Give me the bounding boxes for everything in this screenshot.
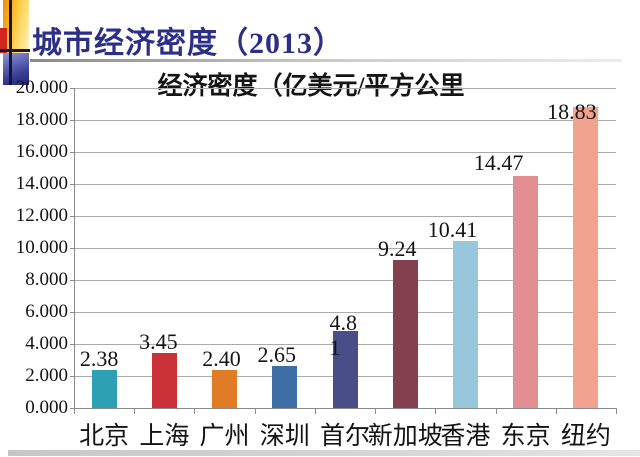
plot-area (74, 88, 617, 409)
y-axis-label: 4.000 (25, 333, 68, 354)
bottom-edge-strip (8, 450, 640, 456)
decor-red-square (0, 28, 7, 53)
x-axis-tick (194, 409, 196, 414)
x-axis-tick (314, 409, 316, 414)
x-axis-tick (375, 409, 377, 414)
y-axis-label: 2.000 (25, 365, 68, 386)
title-divider (30, 59, 622, 62)
y-axis-label: 14.000 (15, 173, 68, 194)
x-axis-label-shenzhen: 深圳 (259, 423, 310, 450)
y-axis-label: 12.000 (15, 205, 68, 226)
y-axis-label: 10.000 (15, 237, 68, 258)
x-axis-tick (435, 409, 437, 414)
page-title: 城市经济密度（2013） (32, 27, 344, 60)
y-axis-label: 0.000 (25, 397, 68, 418)
decor-blue-square (3, 53, 29, 85)
y-axis-label: 18.000 (15, 109, 68, 130)
x-axis-label-newyork: 纽约 (560, 423, 611, 450)
decor-horizontal-line (0, 49, 30, 52)
x-axis-label-guangzhou: 广州 (199, 423, 250, 450)
x-axis-tick (616, 409, 617, 414)
x-axis-label-hongkong: 香港 (440, 423, 491, 450)
x-axis-tick (74, 409, 75, 414)
x-axis-label-singapore: 新加坡 (367, 423, 443, 450)
decor-yellow-square (3, 0, 29, 53)
decor-vertical-line (9, 0, 12, 85)
x-axis-label-shanghai: 上海 (139, 423, 190, 450)
x-axis-tick (254, 409, 256, 414)
x-axis-tick (134, 409, 136, 414)
x-axis-tick (555, 409, 557, 414)
y-axis-label: 6.000 (25, 301, 68, 322)
chart-title: 经济密度（亿美元/平方公里 (157, 73, 465, 100)
x-axis-label-tokyo: 东京 (500, 423, 551, 450)
y-axis-label: 16.000 (15, 141, 68, 162)
x-axis-tick (495, 409, 497, 414)
x-axis-label-seoul: 首尔 (319, 423, 371, 450)
y-axis-label: 8.000 (25, 269, 68, 290)
x-axis-label-beijing: 北京 (79, 423, 130, 450)
